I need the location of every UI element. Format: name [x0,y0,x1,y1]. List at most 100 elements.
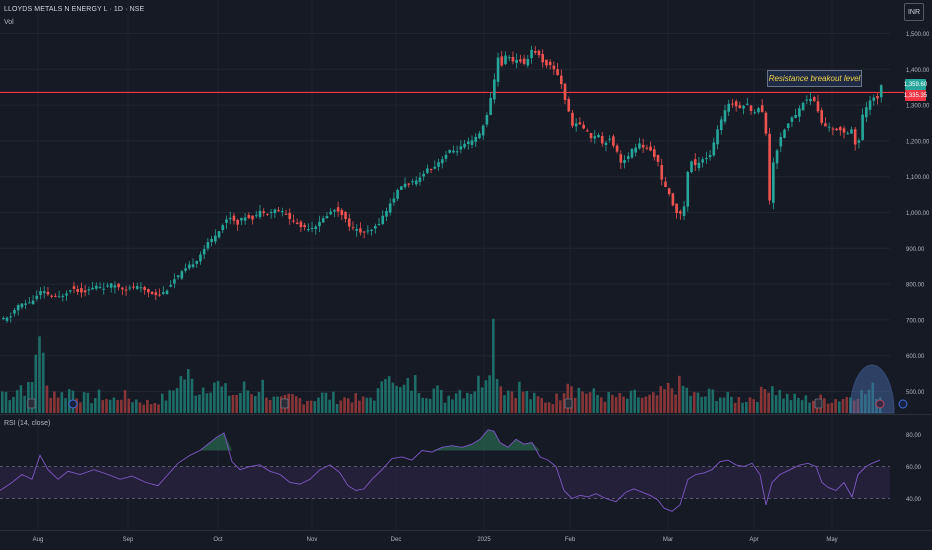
volume-bar [826,403,830,413]
candle-body [664,181,667,188]
candle-body [217,231,221,238]
candle-body [307,229,310,231]
candle-body [106,285,109,287]
candle-body [46,291,50,295]
candle-body [746,103,749,105]
candle-body [403,183,407,188]
candle-body [195,261,199,264]
candle-body [567,99,571,112]
price-axis-label: 1,300.00 [906,104,930,110]
candle-body [87,289,91,291]
candle-body [541,54,544,63]
volume-bar [678,375,681,413]
volume-bar [406,378,410,413]
candle-body [463,143,466,148]
volume-bar [365,397,369,413]
candle-body [593,136,597,139]
candle-body [254,215,258,217]
candle-body [760,105,764,113]
volume-bar [410,390,413,413]
candle-body [716,129,719,145]
volume-bar [194,395,198,413]
candle-body [422,173,425,177]
time-axis-label: Apr [749,537,758,543]
candle-body [303,224,306,228]
volume-bar [648,394,651,413]
volume-bar [187,369,190,413]
volume-bar [458,390,462,413]
volume-bar [666,383,670,413]
volume-bar [551,404,555,413]
candle-body [57,296,61,298]
candle-body [641,144,645,148]
volume-bar [339,400,343,413]
volume-bar [86,392,90,413]
candle-body [135,286,139,289]
candle-body [80,288,83,293]
candle-body [210,238,213,243]
resistance-annotation[interactable]: Resistance breakout level [767,70,862,87]
candle-body [400,186,403,190]
candle-body [749,105,753,111]
volume-bar [525,390,529,413]
volume-bar [41,352,45,413]
volume-bar [495,378,499,413]
candle-body [589,133,593,139]
volume-bar [767,392,770,413]
candle-body [411,181,414,183]
candle-body [28,302,31,304]
volume-bar [146,399,149,413]
volume-bar [652,392,655,413]
time-axis-label: Feb [565,537,576,543]
volume-bar [588,392,592,413]
candle-body [660,164,664,180]
volume-bar [175,388,179,413]
volume-bar [346,398,350,413]
candle-body [143,287,146,290]
candle-body [675,203,678,214]
volume-bar [752,399,756,413]
candle-body [388,203,392,213]
volume-bar [120,399,123,413]
candle-body [102,288,106,290]
candle-body [608,138,611,140]
candle-body [578,122,582,125]
candle-body [385,210,388,217]
candle-body [284,213,288,215]
currency-button[interactable]: INR [904,3,924,21]
volume-bar [253,396,257,413]
volume-bar [250,394,253,413]
volume-bar [756,402,759,413]
candle-body [507,57,511,59]
candle-body [839,127,842,131]
volume-bar [209,392,212,413]
candle-body [347,218,351,227]
volume-bar [123,390,127,413]
volume-bar [224,383,227,413]
volume-bar [674,394,677,413]
candle-body [299,221,303,228]
volume-bar [231,394,235,413]
volume-bar [644,396,648,413]
candle-body [202,248,206,255]
volume-bar [577,387,581,413]
volume-bar [834,399,837,413]
volume-bar [830,402,834,413]
volume-bar [625,398,629,413]
candle-body [775,150,779,164]
candle-body [816,101,820,112]
rsi-axis-label: 40.00 [906,497,922,503]
volume-bar [343,397,346,413]
candle-body [5,317,9,321]
candle-body [835,128,838,131]
volume-bar [629,390,633,413]
volume-bar [700,396,703,413]
candle-body [470,140,474,145]
candle-body [455,151,459,153]
volume-bar [510,391,514,413]
volume-bar [138,402,142,413]
candle-body [325,216,329,219]
candle-body [515,59,518,63]
rsi-axis-label: 60.00 [906,465,922,471]
